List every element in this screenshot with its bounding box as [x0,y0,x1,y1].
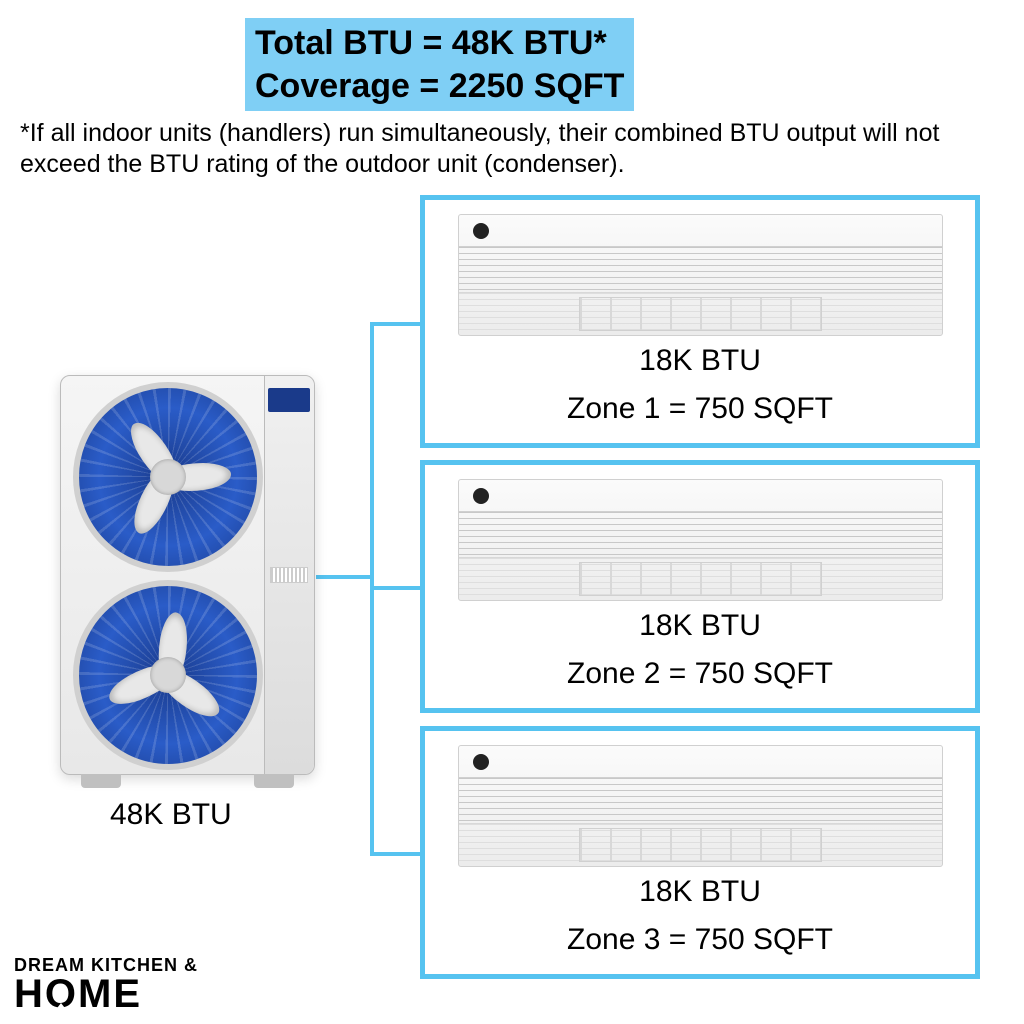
zone-sqft-label: Zone 2 = 750 SQFT [425,657,975,691]
zone-sqft-label: Zone 3 = 750 SQFT [425,923,975,957]
connector-segment [370,852,420,856]
footnote-text: *If all indoor units (handlers) run simu… [20,118,1004,181]
condenser-side-panel [264,376,314,774]
brand-logo: DREAM KITCHEN & HOME [14,955,198,1012]
zone-btu-label: 18K BTU [425,344,975,378]
condenser-unit [60,375,315,775]
handler-unit [458,479,943,601]
condenser-body [60,375,315,775]
zone-card-1: 18K BTU Zone 1 = 750 SQFT [420,195,980,448]
condenser-vent-strip [270,567,308,583]
handler-unit [458,745,943,867]
condenser-feet [61,774,314,792]
zone-btu-label: 18K BTU [425,609,975,643]
connector-segment [316,575,370,579]
condenser-fan-top [73,382,263,572]
coverage-line: Coverage = 2250 SQFT [255,65,624,108]
zone-sqft-label: Zone 1 = 750 SQFT [425,392,975,426]
connector-segment [370,322,420,326]
condenser-fan-bottom [73,580,263,770]
condenser-brand-badge [268,388,310,412]
condenser-label: 48K BTU [110,798,232,832]
zone-card-2: 18K BTU Zone 2 = 750 SQFT [420,460,980,713]
zone-card-3: 18K BTU Zone 3 = 750 SQFT [420,726,980,979]
connector-segment [370,586,420,590]
total-btu-line: Total BTU = 48K BTU* [255,22,624,65]
header-highlight: Total BTU = 48K BTU* Coverage = 2250 SQF… [245,18,634,111]
handler-unit [458,214,943,336]
zone-btu-label: 18K BTU [425,875,975,909]
logo-line-2: HOME [14,976,198,1012]
